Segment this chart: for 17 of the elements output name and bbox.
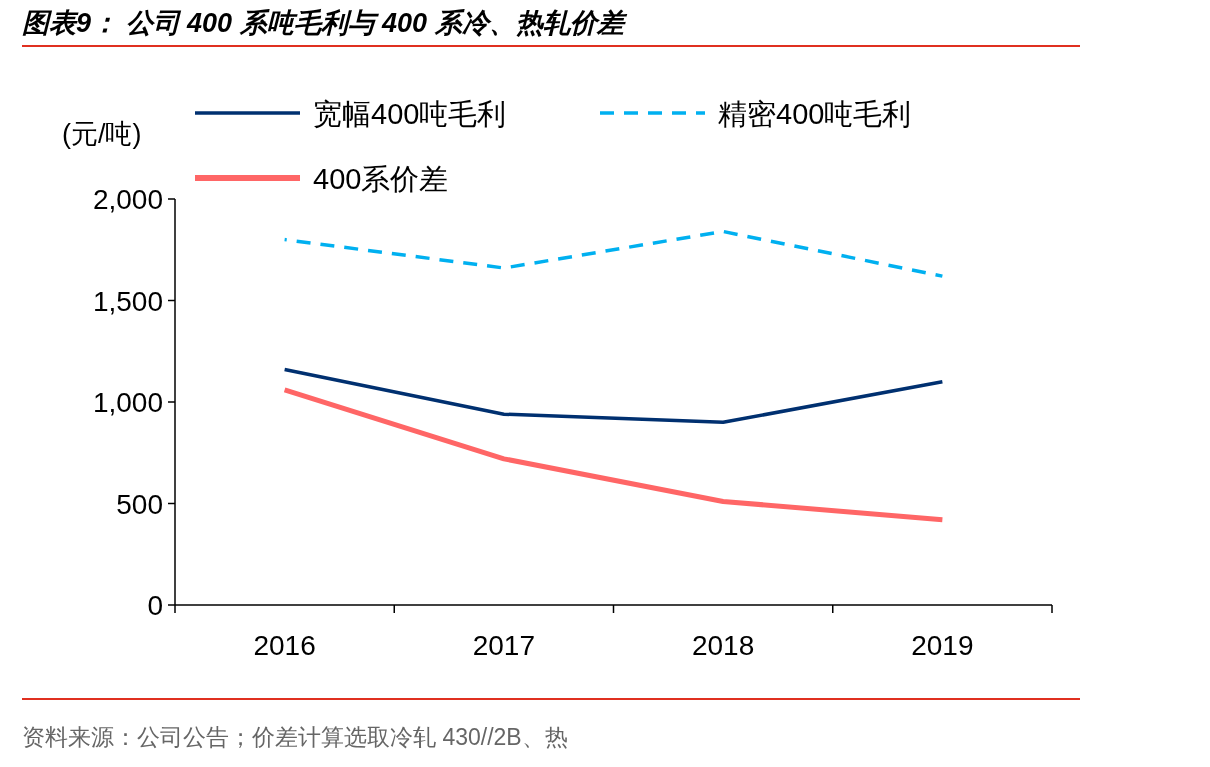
y-tick-label: 0: [147, 590, 163, 621]
x-tick-label: 2017: [472, 630, 536, 661]
y-tick-label: 2,000: [92, 184, 163, 215]
y-tick-label: 500: [116, 488, 163, 520]
y-tick-label: 1,500: [92, 285, 163, 317]
y-tick-label: 1,000: [92, 387, 163, 418]
chart-title: 图表9： 公司 400 系吨毛利与 400 系冷、热轧价差: [22, 8, 628, 38]
line-series: [282, 229, 945, 278]
x-tick-label: 2019: [911, 630, 974, 661]
legend-label: 400系价差: [313, 163, 449, 195]
legend-label: 宽幅400吨毛利: [313, 98, 507, 130]
legend-label: 精密400吨毛利: [718, 98, 912, 130]
line-series: [282, 367, 945, 425]
x-tick-label: 2016: [253, 630, 316, 661]
text: 资料来源：公司公告；价差计算选取冷轧 430//2B、热: [22, 724, 568, 750]
y-axis-title: (元/吨): [62, 119, 142, 149]
x-tick-label: 2018: [691, 630, 755, 661]
